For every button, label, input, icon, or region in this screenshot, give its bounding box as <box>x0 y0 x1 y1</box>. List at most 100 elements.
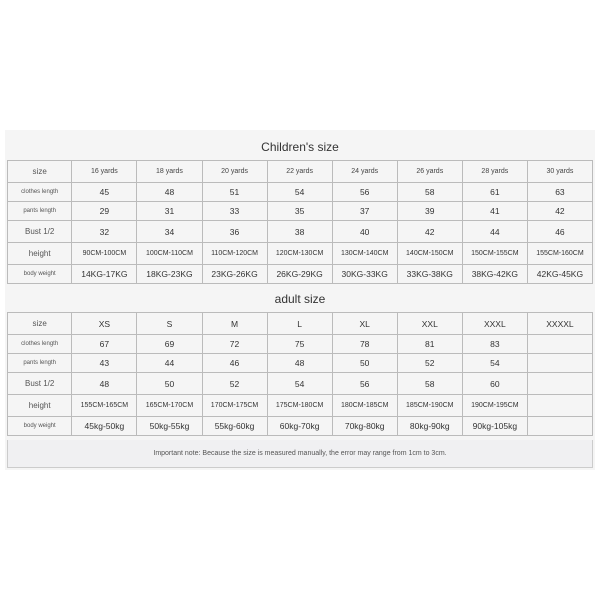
cell: 60 <box>462 373 527 395</box>
col-header: 18 yards <box>137 161 202 183</box>
table-row: clothes length 67 69 72 75 78 81 83 <box>8 335 593 354</box>
cell: 34 <box>137 221 202 243</box>
table-row: clothes length 45 48 51 54 56 58 61 63 <box>8 183 593 202</box>
cell <box>527 417 592 436</box>
cell: 155CM-165CM <box>72 395 137 417</box>
cell: 55kg-60kg <box>202 417 267 436</box>
row-label: pants length <box>8 354 72 373</box>
table-row: pants length 29 31 33 35 37 39 41 42 <box>8 202 593 221</box>
cell: 51 <box>202 183 267 202</box>
col-header: XS <box>72 313 137 335</box>
cell: 33KG-38KG <box>397 265 462 284</box>
cell: 54 <box>267 373 332 395</box>
cell: 42KG-45KG <box>527 265 592 284</box>
cell: 14KG-17KG <box>72 265 137 284</box>
col-header: 16 yards <box>72 161 137 183</box>
cell: 72 <box>202 335 267 354</box>
col-header: XXXXL <box>527 313 592 335</box>
cell: 61 <box>462 183 527 202</box>
cell: 41 <box>462 202 527 221</box>
cell: 40 <box>332 221 397 243</box>
cell: 42 <box>527 202 592 221</box>
cell: 75 <box>267 335 332 354</box>
cell: 38 <box>267 221 332 243</box>
cell: 58 <box>397 183 462 202</box>
cell: 46 <box>202 354 267 373</box>
cell: 80kg-90kg <box>397 417 462 436</box>
cell: 30KG-33KG <box>332 265 397 284</box>
cell: 50 <box>137 373 202 395</box>
cell <box>527 395 592 417</box>
col-header: 24 yards <box>332 161 397 183</box>
cell: 23KG-26KG <box>202 265 267 284</box>
row-label: body weight <box>8 265 72 284</box>
col-header: 26 yards <box>397 161 462 183</box>
cell: 67 <box>72 335 137 354</box>
cell: 140CM-150CM <box>397 243 462 265</box>
table-row: size 16 yards 18 yards 20 yards 22 yards… <box>8 161 593 183</box>
cell: 175CM-180CM <box>267 395 332 417</box>
row-label: size <box>8 313 72 335</box>
col-header: M <box>202 313 267 335</box>
cell: 48 <box>137 183 202 202</box>
col-header: XL <box>332 313 397 335</box>
cell: 54 <box>462 354 527 373</box>
row-label: Bust 1/2 <box>8 221 72 243</box>
footnote: Important note: Because the size is meas… <box>7 440 593 468</box>
cell: 120CM-130CM <box>267 243 332 265</box>
cell: 32 <box>72 221 137 243</box>
cell: 83 <box>462 335 527 354</box>
table-row: body weight 45kg-50kg 50kg-55kg 55kg-60k… <box>8 417 593 436</box>
row-label: height <box>8 243 72 265</box>
table-row: Bust 1/2 48 50 52 54 56 58 60 <box>8 373 593 395</box>
cell: 185CM-190CM <box>397 395 462 417</box>
col-header: L <box>267 313 332 335</box>
cell: 45kg-50kg <box>72 417 137 436</box>
row-label: body weight <box>8 417 72 436</box>
cell: 46 <box>527 221 592 243</box>
cell: 44 <box>462 221 527 243</box>
children-title: Children's size <box>7 132 593 160</box>
cell: 190CM-195CM <box>462 395 527 417</box>
cell: 56 <box>332 183 397 202</box>
col-header: 28 yards <box>462 161 527 183</box>
row-label: pants length <box>8 202 72 221</box>
cell: 50kg-55kg <box>137 417 202 436</box>
cell: 36 <box>202 221 267 243</box>
cell: 48 <box>72 373 137 395</box>
cell: 69 <box>137 335 202 354</box>
cell: 52 <box>202 373 267 395</box>
cell: 90kg-105kg <box>462 417 527 436</box>
cell <box>527 373 592 395</box>
cell: 42 <box>397 221 462 243</box>
cell: 48 <box>267 354 332 373</box>
cell: 45 <box>72 183 137 202</box>
cell: 90CM-100CM <box>72 243 137 265</box>
row-label: size <box>8 161 72 183</box>
row-label: clothes length <box>8 335 72 354</box>
row-label: Bust 1/2 <box>8 373 72 395</box>
col-header: 22 yards <box>267 161 332 183</box>
cell: 60kg-70kg <box>267 417 332 436</box>
cell: 43 <box>72 354 137 373</box>
cell: 31 <box>137 202 202 221</box>
cell: 110CM-120CM <box>202 243 267 265</box>
cell: 38KG-42KG <box>462 265 527 284</box>
table-row: pants length 43 44 46 48 50 52 54 <box>8 354 593 373</box>
cell: 52 <box>397 354 462 373</box>
cell: 130CM-140CM <box>332 243 397 265</box>
cell: 165CM-170CM <box>137 395 202 417</box>
table-row: body weight 14KG-17KG 18KG-23KG 23KG-26K… <box>8 265 593 284</box>
col-header: XXL <box>397 313 462 335</box>
cell: 33 <box>202 202 267 221</box>
table-row: size XS S M L XL XXL XXXL XXXXL <box>8 313 593 335</box>
adult-table: size XS S M L XL XXL XXXL XXXXL clothes … <box>7 312 593 436</box>
cell: 81 <box>397 335 462 354</box>
cell: 54 <box>267 183 332 202</box>
size-chart: Children's size size 16 yards 18 yards 2… <box>5 130 595 470</box>
cell: 170CM-175CM <box>202 395 267 417</box>
table-row: Bust 1/2 32 34 36 38 40 42 44 46 <box>8 221 593 243</box>
cell: 29 <box>72 202 137 221</box>
cell: 18KG-23KG <box>137 265 202 284</box>
cell: 35 <box>267 202 332 221</box>
